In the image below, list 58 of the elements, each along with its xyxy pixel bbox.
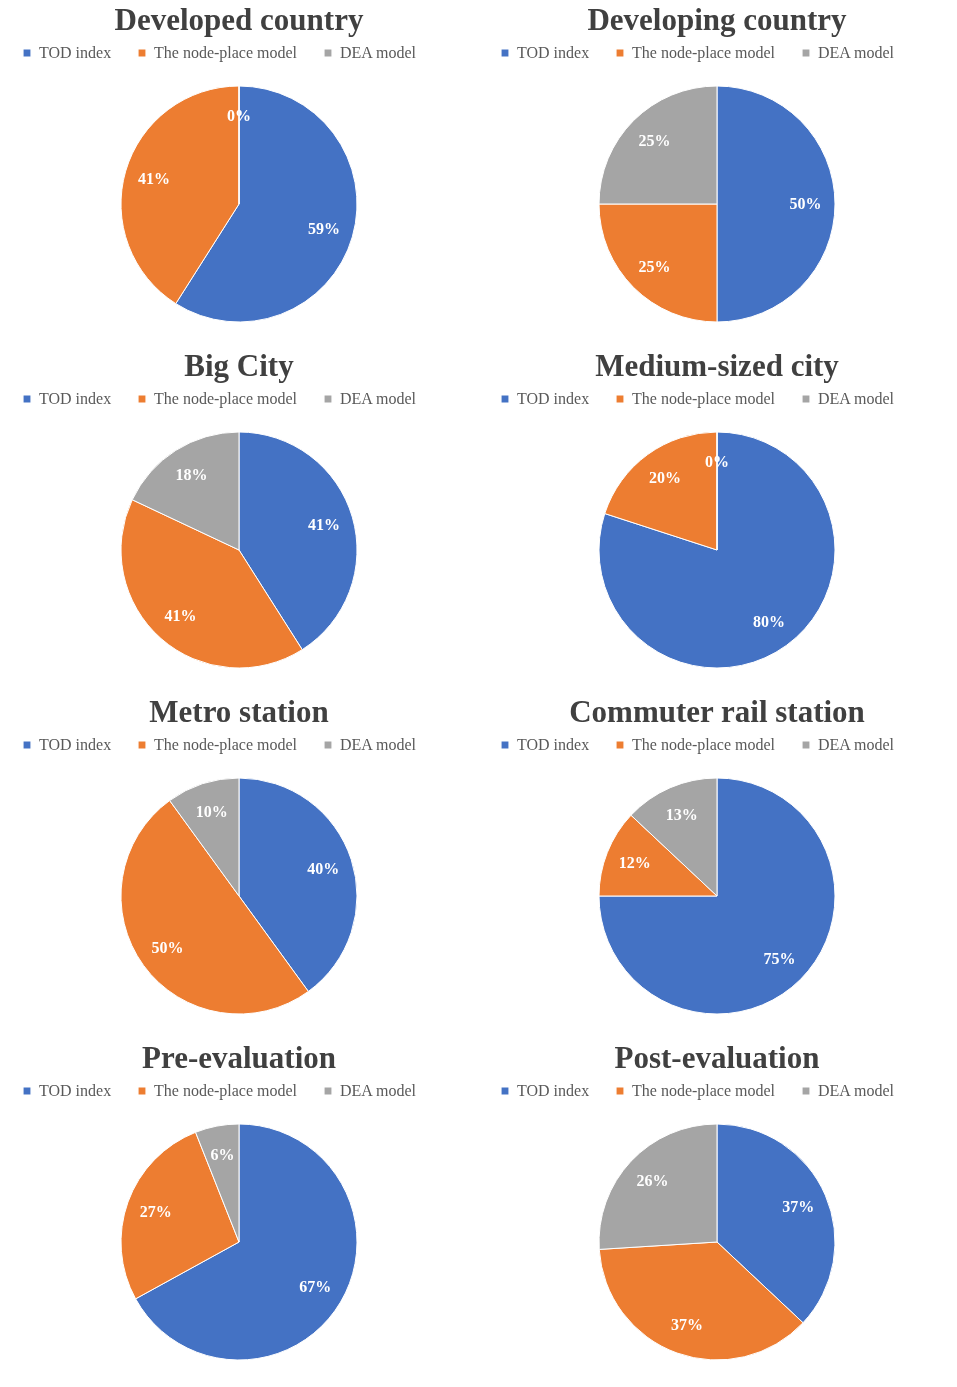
data-label: 20% xyxy=(648,469,681,487)
chart-title: Post-evaluation xyxy=(614,1040,820,1075)
legend-label: TOD index xyxy=(39,44,112,61)
data-label: 10% xyxy=(195,802,228,820)
pie-slice xyxy=(598,431,836,669)
legend-label: The node-place model xyxy=(632,390,776,408)
legend-label: The node-place model xyxy=(154,390,298,408)
data-label: 75% xyxy=(763,949,796,967)
data-label: 41% xyxy=(307,516,340,534)
data-label: 50% xyxy=(151,939,184,957)
legend-label: DEA model xyxy=(818,390,895,407)
pie-slice xyxy=(598,777,836,1015)
legend-label: The node-place model xyxy=(632,44,776,62)
legend-label: The node-place model xyxy=(632,1082,776,1100)
data-label: 13% xyxy=(665,805,698,823)
chart-title: Developed country xyxy=(114,2,364,37)
legend-label: TOD index xyxy=(517,44,590,61)
legend-label: The node-place model xyxy=(154,736,298,754)
chart-title: Commuter rail station xyxy=(569,694,865,729)
data-label: 41% xyxy=(138,170,171,188)
legend-label: DEA model xyxy=(818,736,895,753)
data-label: 25% xyxy=(638,132,671,150)
chart-title: Big City xyxy=(184,348,295,383)
data-label: 18% xyxy=(175,466,208,484)
legend-label: TOD index xyxy=(517,390,590,407)
data-label: 37% xyxy=(782,1197,815,1215)
data-label: 26% xyxy=(636,1172,669,1190)
text: 0% xyxy=(705,452,729,470)
legend-label: TOD index xyxy=(517,1082,590,1099)
data-label: 67% xyxy=(299,1278,332,1296)
legend-label: DEA model xyxy=(340,390,417,407)
legend-label: DEA model xyxy=(340,736,417,753)
legend-label: TOD index xyxy=(39,736,112,753)
legend-label: TOD index xyxy=(517,736,590,753)
legend-label: DEA model xyxy=(340,44,417,61)
data-label: 37% xyxy=(671,1316,704,1334)
data-label: 25% xyxy=(638,257,671,275)
chart-title: Developing country xyxy=(587,2,848,37)
data-label: 59% xyxy=(307,219,340,237)
chart-title: Metro station xyxy=(149,694,329,729)
data-label: 50% xyxy=(789,195,822,212)
chart-title: Medium-sized city xyxy=(595,348,840,383)
data-label: 80% xyxy=(753,612,786,630)
text: 0% xyxy=(227,106,251,124)
chart-title: Pre-evaluation xyxy=(141,1040,337,1075)
legend-label: DEA model xyxy=(818,44,895,61)
legend-label: DEA model xyxy=(818,1082,895,1099)
legend-label: The node-place model xyxy=(632,736,776,754)
legend-label: The node-place model xyxy=(154,1082,298,1100)
data-label: 40% xyxy=(307,859,340,877)
legend-label: TOD index xyxy=(39,390,112,407)
legend-label: The node-place model xyxy=(154,44,298,62)
data-label: 12% xyxy=(618,854,651,872)
data-label: 41% xyxy=(164,607,197,625)
data-label: 27% xyxy=(139,1203,172,1221)
data-label: 6% xyxy=(210,1146,235,1164)
legend-label: DEA model xyxy=(340,1082,417,1099)
legend-label: TOD index xyxy=(39,1082,112,1099)
